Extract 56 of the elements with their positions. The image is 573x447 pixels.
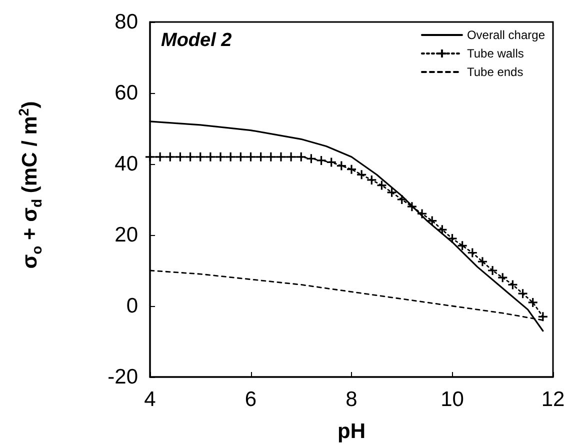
- y-tick-label: 0: [126, 294, 138, 318]
- point: [256, 152, 266, 162]
- point: [144, 152, 156, 162]
- point: [386, 187, 398, 198]
- point: [436, 224, 448, 235]
- point: [396, 194, 408, 205]
- point: [174, 152, 186, 162]
- point: [497, 272, 508, 283]
- point: [507, 279, 518, 290]
- point: [376, 180, 388, 191]
- legend-label: Tube ends: [466, 65, 524, 79]
- y-tick-label: 80: [114, 10, 138, 34]
- point: [205, 152, 216, 162]
- point: [346, 164, 357, 175]
- y-tick-label: -20: [108, 366, 138, 388]
- point: [326, 156, 337, 168]
- legend-label: Tube walls: [466, 46, 524, 60]
- y-tick-label: 40: [114, 152, 138, 176]
- point: [528, 297, 538, 308]
- point: [446, 233, 458, 244]
- point: [487, 265, 498, 276]
- y-tick-label: 20: [114, 224, 138, 246]
- point: [426, 216, 438, 226]
- point: [406, 201, 418, 212]
- x-tick-label: 10: [440, 388, 464, 411]
- y-tick-label: 60: [114, 82, 138, 104]
- legend-label: Overall charge: [466, 28, 546, 42]
- point: [538, 311, 548, 322]
- point: [154, 152, 166, 162]
- point: [336, 160, 347, 172]
- point: [185, 152, 196, 162]
- point: [517, 288, 528, 299]
- point: [225, 152, 236, 162]
- x-axis-title: pH: [338, 420, 366, 443]
- point: [286, 152, 296, 162]
- chart-title: Model 2: [161, 30, 232, 51]
- x-tick-label: 12: [541, 388, 565, 411]
- point: [306, 153, 316, 164]
- point: [296, 152, 306, 162]
- point: [366, 174, 377, 186]
- point: [356, 169, 367, 180]
- point: [316, 155, 327, 166]
- point: [467, 247, 478, 258]
- x-tick-label: 4: [144, 388, 156, 411]
- point: [235, 152, 246, 162]
- point: [276, 152, 286, 162]
- point: [245, 152, 256, 162]
- point: [215, 152, 226, 162]
- point: [457, 240, 468, 251]
- point: [266, 152, 276, 162]
- x-tick-label: 6: [244, 388, 257, 411]
- point: [195, 152, 206, 162]
- point: [164, 152, 176, 162]
- point: [477, 256, 488, 267]
- point: [416, 208, 428, 219]
- x-tick-label: 8: [346, 388, 358, 411]
